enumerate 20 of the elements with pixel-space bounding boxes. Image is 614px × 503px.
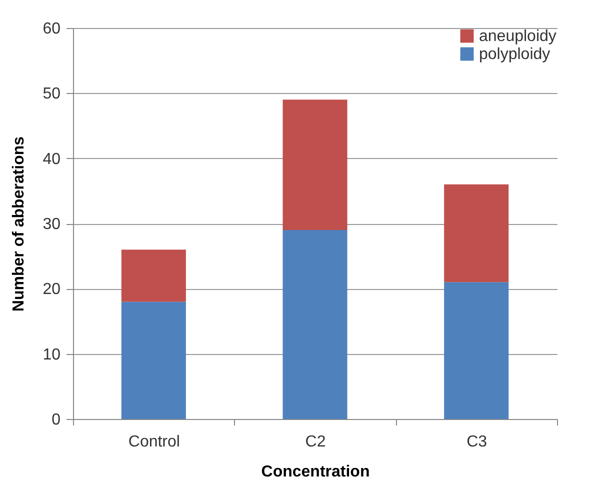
y-tick-label: 0 bbox=[52, 412, 61, 428]
x-axis-title: Concentration bbox=[261, 464, 370, 480]
x-tick-label: Control bbox=[128, 434, 180, 450]
y-tick-label: 60 bbox=[42, 20, 61, 38]
x-tick-label: C3 bbox=[466, 434, 488, 450]
x-tick-label: C2 bbox=[305, 434, 326, 450]
bar bbox=[444, 282, 509, 419]
y-tick-label: 40 bbox=[42, 150, 61, 168]
y-tick-label: 30 bbox=[42, 216, 61, 233]
bar bbox=[121, 302, 186, 419]
bar bbox=[282, 230, 348, 419]
bar bbox=[121, 250, 186, 302]
legend-label: aneuploidy bbox=[479, 28, 556, 45]
y-axis-title: Number of abberations bbox=[10, 136, 28, 312]
y-tick-label: 20 bbox=[42, 281, 61, 298]
legend-label: polyploidy bbox=[479, 46, 550, 63]
bar bbox=[444, 184, 509, 282]
y-tick-label: 50 bbox=[42, 86, 61, 103]
bar bbox=[282, 100, 348, 230]
y-tick-label: 10 bbox=[42, 346, 61, 364]
